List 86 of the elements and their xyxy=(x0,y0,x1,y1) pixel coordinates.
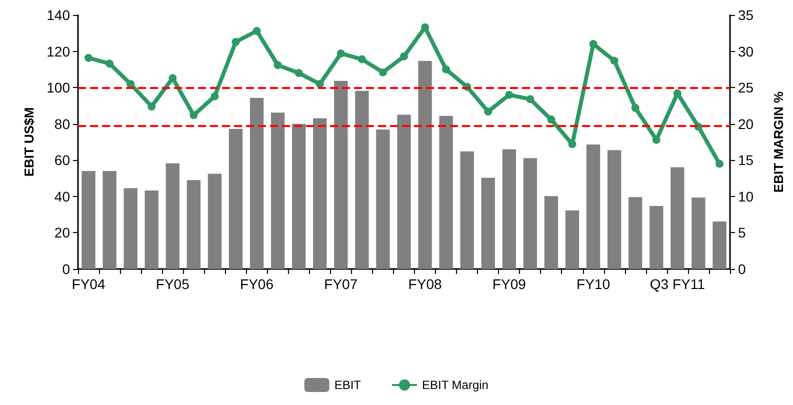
bar xyxy=(102,171,116,269)
x-tick-label: Q3 FY11 xyxy=(650,276,706,292)
bar xyxy=(144,190,158,269)
point xyxy=(442,65,450,74)
bar xyxy=(166,163,180,269)
point xyxy=(631,104,640,112)
bar xyxy=(270,112,285,269)
bar xyxy=(670,167,684,269)
bar xyxy=(292,124,306,269)
bar xyxy=(355,90,369,269)
y2-tick-label: 20 xyxy=(738,116,754,132)
bar xyxy=(376,129,390,269)
bar xyxy=(607,150,622,269)
point xyxy=(294,69,303,78)
x-tick-label: FY09 xyxy=(492,276,526,292)
point xyxy=(610,56,618,65)
point xyxy=(252,26,261,35)
x-tick-label: FY08 xyxy=(408,276,442,292)
bar xyxy=(523,158,538,269)
bar xyxy=(481,178,495,269)
x-tick-label: FY06 xyxy=(240,276,274,292)
bar xyxy=(692,198,706,269)
point xyxy=(358,55,366,64)
point xyxy=(148,102,156,110)
point xyxy=(378,68,387,76)
point xyxy=(421,23,430,32)
y2-tick-label: 15 xyxy=(738,152,754,168)
bar xyxy=(397,114,411,269)
point xyxy=(400,52,408,60)
bar xyxy=(313,118,327,269)
y-tick-label: 60 xyxy=(54,152,70,168)
point xyxy=(484,108,492,116)
point xyxy=(190,111,198,120)
y2-tick-label: 10 xyxy=(738,188,754,204)
y2-tick-label: 5 xyxy=(738,224,746,241)
point xyxy=(232,38,240,46)
y-tick-label: 0 xyxy=(62,261,70,277)
y-tick-label: 20 xyxy=(54,224,70,241)
bar xyxy=(544,196,558,269)
bar xyxy=(460,151,474,269)
y2-tick-label: 35 xyxy=(738,7,754,23)
y-tick-label: 40 xyxy=(54,188,70,204)
point xyxy=(589,40,598,48)
bar xyxy=(228,128,243,269)
y-tick-label: 100 xyxy=(46,80,70,96)
point xyxy=(715,160,724,168)
point xyxy=(336,49,345,58)
point xyxy=(274,61,282,70)
y2-tick-label: 0 xyxy=(738,261,746,277)
x-tick-label: FY07 xyxy=(324,276,358,292)
bar xyxy=(712,221,726,269)
bar xyxy=(565,210,580,269)
y2-axis-title: EBIT MARGIN % xyxy=(771,91,786,193)
bar xyxy=(82,171,96,269)
point xyxy=(316,80,324,88)
point xyxy=(568,140,576,148)
point xyxy=(547,116,556,124)
bar xyxy=(650,206,664,269)
legend-label: EBIT xyxy=(334,378,362,392)
y2-tick-label: 25 xyxy=(738,80,754,96)
point xyxy=(126,80,135,88)
bar xyxy=(334,80,348,269)
bar xyxy=(186,180,201,269)
y2-tick-label: 30 xyxy=(738,43,754,60)
y-axis-title: EBIT US$M xyxy=(22,107,37,177)
x-tick-label: FY04 xyxy=(72,276,106,292)
point xyxy=(106,60,114,68)
legend-label: EBIT Margin xyxy=(422,378,488,392)
x-tick-label: FY05 xyxy=(156,276,190,292)
bar xyxy=(124,188,138,269)
bar xyxy=(586,144,600,269)
point xyxy=(505,90,514,99)
y-tick-label: 140 xyxy=(46,7,70,23)
bar xyxy=(250,98,264,269)
bar xyxy=(208,174,222,269)
x-tick-label: FY10 xyxy=(576,276,610,292)
point xyxy=(84,54,93,62)
y-tick-label: 80 xyxy=(54,116,70,132)
bar xyxy=(439,116,453,269)
bar xyxy=(502,149,516,269)
point xyxy=(168,74,177,82)
point xyxy=(526,95,534,104)
point xyxy=(210,92,219,100)
y-tick-label: 120 xyxy=(46,43,70,60)
bar xyxy=(628,197,642,269)
bar xyxy=(418,60,432,269)
